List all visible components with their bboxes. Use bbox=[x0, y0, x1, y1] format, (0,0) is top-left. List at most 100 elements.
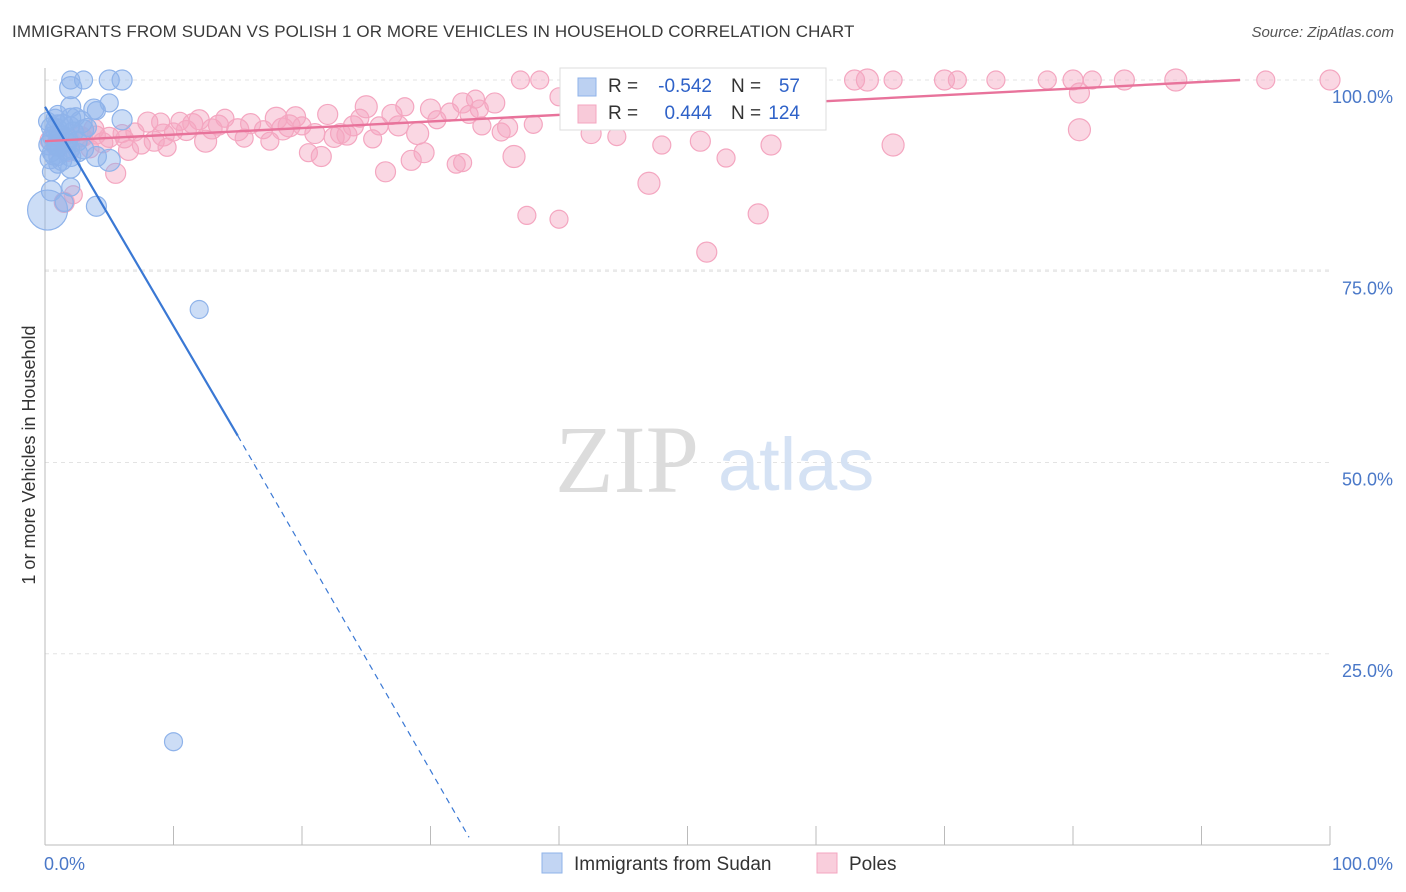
poles-point bbox=[1164, 68, 1188, 92]
poles-point bbox=[310, 145, 332, 168]
stats-n-label-0: N = bbox=[731, 76, 761, 97]
sudan-point bbox=[54, 192, 74, 212]
sudan-trend-extension bbox=[237, 435, 470, 838]
series-legend: Immigrants from Sudan Poles bbox=[541, 852, 897, 875]
poles-point bbox=[491, 122, 511, 142]
grid-lines bbox=[45, 79, 1330, 655]
poles-point bbox=[240, 113, 262, 135]
poles-point bbox=[986, 70, 1006, 90]
stats-n-value-1: 124 bbox=[768, 103, 800, 124]
poles-point bbox=[395, 97, 415, 117]
poles-point bbox=[502, 144, 526, 169]
y-tick-labels: 100.0% 75.0% 50.0% 25.0% bbox=[1332, 87, 1393, 681]
legend-label-1: Poles bbox=[849, 854, 897, 875]
poles-point bbox=[117, 139, 140, 161]
poles-point bbox=[484, 92, 506, 114]
sudan-point bbox=[43, 144, 65, 166]
sudan-point bbox=[189, 299, 209, 320]
stats-r-value-1: 0.444 bbox=[664, 103, 712, 124]
x-tick-label-max: 100.0% bbox=[1332, 854, 1393, 874]
poles-point bbox=[234, 128, 254, 148]
poles-point bbox=[855, 68, 880, 92]
chart-title: IMMIGRANTS FROM SUDAN VS POLISH 1 OR MOR… bbox=[12, 22, 855, 41]
y-tick-label-0: 100.0% bbox=[1332, 87, 1393, 107]
stats-r-label-0: R = bbox=[608, 76, 638, 97]
poles-point bbox=[469, 99, 489, 119]
x-tick-labels: 0.0% 100.0% bbox=[44, 854, 1393, 874]
watermark-atlas: atlas bbox=[718, 423, 874, 506]
poles-point bbox=[131, 135, 151, 155]
poles-point bbox=[317, 103, 339, 126]
poles-point bbox=[883, 70, 903, 90]
poles-point bbox=[182, 113, 204, 135]
poles-point bbox=[419, 98, 442, 120]
y-tick-label-1: 75.0% bbox=[1342, 278, 1393, 298]
sudan-point bbox=[73, 70, 94, 90]
stats-swatch-0 bbox=[577, 77, 597, 97]
poles-point bbox=[329, 122, 352, 145]
poles-point bbox=[207, 114, 230, 136]
poles-point bbox=[843, 69, 866, 91]
legend-swatch-1 bbox=[816, 852, 838, 874]
poles-point bbox=[689, 130, 711, 152]
sudan-point bbox=[51, 149, 73, 171]
poles-point bbox=[446, 154, 466, 174]
axes bbox=[44, 68, 1331, 846]
stats-box bbox=[559, 67, 827, 131]
poles-point bbox=[1256, 70, 1276, 90]
stats-r-value-0: -0.542 bbox=[658, 76, 712, 97]
poles-point bbox=[400, 149, 422, 171]
stats-swatch-1 bbox=[577, 104, 597, 124]
sudan-point bbox=[26, 189, 69, 231]
sudan-point bbox=[97, 148, 121, 172]
poles-point bbox=[387, 115, 409, 137]
poles-point bbox=[472, 116, 492, 136]
poles-point bbox=[881, 133, 905, 157]
poles-point bbox=[1067, 118, 1092, 142]
y-axis-title: 1 or more Vehicles in Household bbox=[19, 325, 39, 584]
poles-point bbox=[115, 129, 135, 149]
poles-point bbox=[1068, 82, 1091, 104]
poles-point bbox=[363, 129, 383, 149]
poles-point bbox=[716, 148, 736, 168]
poles-point bbox=[510, 70, 531, 90]
poles-point bbox=[652, 135, 672, 155]
x-tick-label-min: 0.0% bbox=[44, 854, 85, 874]
poles-point bbox=[1319, 69, 1341, 91]
watermark-zip: ZIP bbox=[555, 406, 699, 513]
poles-point bbox=[298, 143, 319, 163]
sudan-point bbox=[83, 98, 105, 120]
source-credit: Source: ZipAtlas.com bbox=[1251, 24, 1394, 41]
poles-point bbox=[947, 70, 967, 90]
sudan-point bbox=[111, 69, 133, 91]
sudan-trend-line bbox=[44, 106, 239, 437]
poles-point bbox=[747, 203, 769, 225]
poles-point bbox=[194, 129, 218, 153]
poles-point bbox=[1037, 70, 1057, 90]
stats-r-label-1: R = bbox=[608, 103, 638, 124]
y-tick-label-3: 25.0% bbox=[1342, 661, 1393, 681]
poles-point bbox=[523, 114, 543, 134]
poles-point bbox=[105, 162, 127, 184]
poles-point bbox=[374, 161, 397, 183]
legend-swatch-0 bbox=[541, 852, 563, 874]
sudan-point bbox=[39, 148, 61, 170]
legend-label-0: Immigrants from Sudan bbox=[574, 854, 771, 875]
sudan-point bbox=[86, 100, 107, 121]
poles-point bbox=[760, 134, 782, 156]
poles-point bbox=[284, 106, 307, 128]
poles-point bbox=[549, 209, 569, 229]
poles-point bbox=[406, 121, 430, 146]
stats-n-label-1: N = bbox=[731, 103, 761, 124]
poles-point bbox=[336, 124, 358, 146]
poles-point bbox=[350, 108, 370, 128]
poles-point bbox=[453, 153, 473, 173]
y-tick-label-2: 50.0% bbox=[1342, 470, 1393, 490]
sudan-point bbox=[111, 109, 133, 131]
poles-point bbox=[530, 70, 550, 90]
stats-n-value-0: 57 bbox=[779, 76, 800, 97]
poles-point bbox=[517, 205, 537, 226]
stats-legend: R = -0.542 N = 57 R = 0.444 N = 124 bbox=[559, 67, 827, 131]
sudan-point bbox=[59, 76, 83, 100]
